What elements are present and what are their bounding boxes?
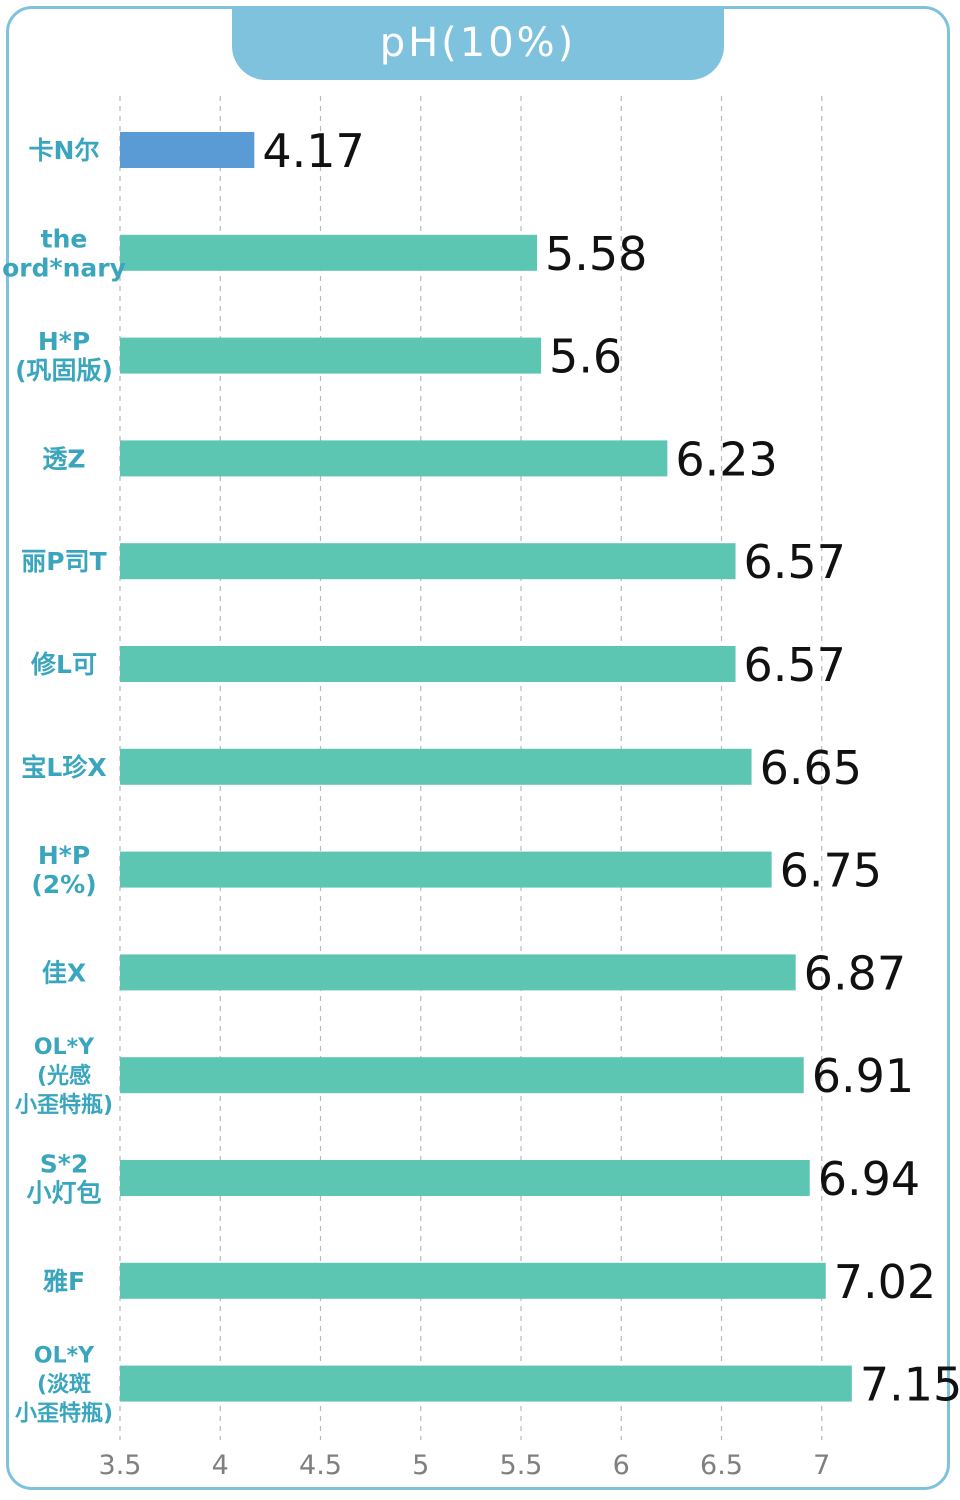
category-label: 小歪特瓶) bbox=[15, 1401, 113, 1427]
category-label: 修L可 bbox=[30, 650, 97, 679]
category-label: (巩固版) bbox=[15, 356, 113, 385]
value-labels: 4.17 5.58 5.6 6.23 6.57 6.57 6.65 6.75 6.87 6.91 6… bbox=[262, 124, 960, 1412]
category-label: (光感 bbox=[37, 1063, 91, 1089]
category-label: 卡N尔 bbox=[29, 136, 100, 165]
category-label: 宝L珍X bbox=[21, 753, 106, 782]
category-label: 小歪特瓶) bbox=[15, 1092, 113, 1118]
category-label: OL*Y bbox=[34, 1035, 95, 1060]
chart-title: pH(10%) bbox=[232, 6, 724, 80]
data-label: 6.23 bbox=[675, 432, 777, 486]
data-label: 7.15 bbox=[860, 1358, 960, 1412]
category-label: the bbox=[41, 224, 88, 253]
category-label: OL*Y bbox=[34, 1344, 95, 1369]
data-label: 6.94 bbox=[818, 1152, 920, 1206]
data-label: 4.17 bbox=[262, 124, 364, 178]
category-label: (淡斑 bbox=[37, 1373, 91, 1398]
category-labels: 卡N尔theord*naryH*P(巩固版)透Z丽P司T修L可宝L珍XH*P(2… bbox=[2, 136, 126, 1427]
category-label: H*P bbox=[38, 841, 90, 870]
category-label: S*2 bbox=[40, 1150, 88, 1179]
bar bbox=[120, 132, 255, 168]
data-label: 7.02 bbox=[834, 1255, 936, 1309]
category-label: 小灯包 bbox=[26, 1179, 101, 1208]
category-label: 透Z bbox=[42, 444, 85, 473]
bar bbox=[120, 646, 736, 682]
category-label: ord*nary bbox=[2, 253, 126, 282]
bar bbox=[120, 851, 772, 888]
x-tick-label: 3.5 bbox=[99, 1450, 142, 1481]
x-tick-label: 4 bbox=[212, 1450, 229, 1481]
bar bbox=[120, 748, 752, 785]
data-label: 6.75 bbox=[780, 844, 882, 898]
x-tick-label: 4.5 bbox=[299, 1450, 342, 1481]
category-label: 雅F bbox=[43, 1267, 85, 1296]
category-label: 丽P司T bbox=[21, 547, 106, 576]
data-label: 6.91 bbox=[812, 1049, 914, 1103]
category-label: H*P bbox=[38, 327, 90, 356]
x-axis-ticks: 3.5 4 4.5 5 5.5 6 6.5 7 bbox=[99, 1450, 831, 1481]
x-tick-label: 6.5 bbox=[700, 1450, 743, 1481]
bar bbox=[120, 954, 796, 991]
x-tick-label: 6 bbox=[613, 1450, 630, 1481]
bar bbox=[120, 234, 538, 271]
bars bbox=[120, 132, 852, 1402]
category-label: 佳X bbox=[42, 958, 86, 987]
bar bbox=[120, 1057, 804, 1094]
x-tick-label: 7 bbox=[813, 1450, 830, 1481]
data-label: 5.58 bbox=[545, 227, 647, 281]
data-label: 6.57 bbox=[744, 535, 846, 589]
bar bbox=[120, 337, 542, 374]
bar bbox=[120, 440, 668, 477]
data-label: 5.6 bbox=[549, 330, 622, 384]
bar bbox=[120, 1262, 826, 1299]
bar bbox=[120, 1365, 852, 1402]
data-label: 6.87 bbox=[804, 946, 906, 1000]
bar bbox=[120, 1160, 810, 1196]
data-label: 6.65 bbox=[760, 741, 862, 795]
bar bbox=[120, 543, 736, 580]
category-label: (2%) bbox=[31, 870, 96, 899]
x-tick-label: 5.5 bbox=[500, 1450, 543, 1481]
data-label: 6.57 bbox=[744, 638, 846, 692]
x-tick-label: 5 bbox=[412, 1450, 429, 1481]
